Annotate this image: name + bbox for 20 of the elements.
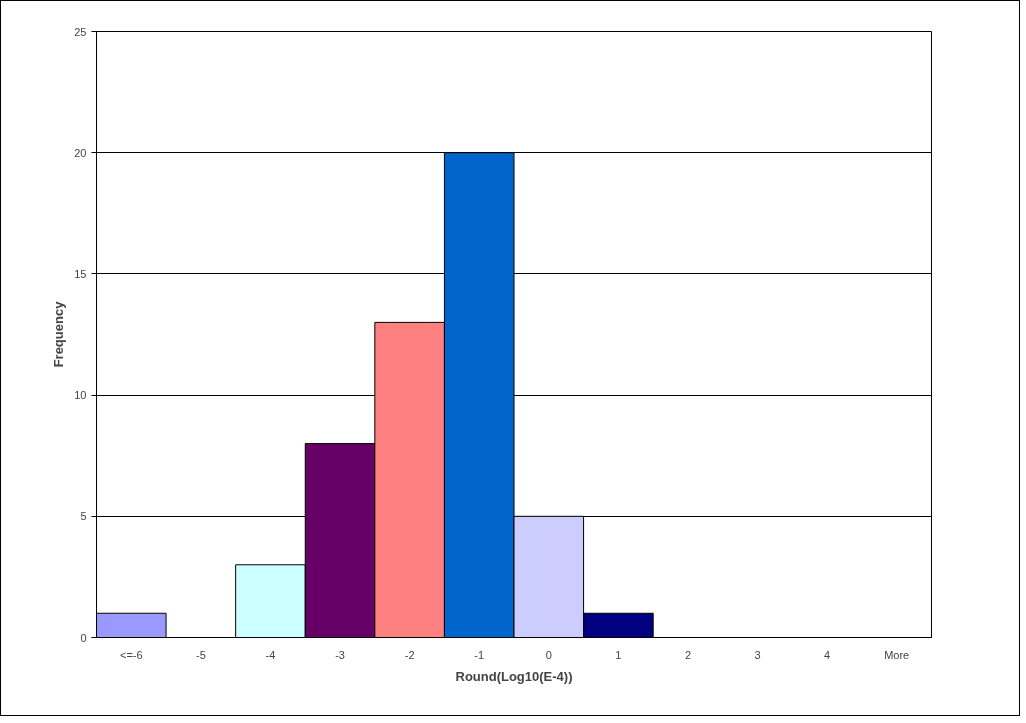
y-axis-title: Frequency xyxy=(51,300,67,368)
x-axis-title: Round(Log10(E-4)) xyxy=(455,668,573,684)
x-tick-label: -5 xyxy=(195,648,206,661)
x-tick-label: 3 xyxy=(754,648,761,661)
y-tick-label: 15 xyxy=(74,267,87,280)
y-tick-label: 5 xyxy=(80,510,87,523)
x-tick-label: -1 xyxy=(474,648,485,661)
x-tick-label: -3 xyxy=(335,648,345,661)
y-tick-label: 25 xyxy=(74,25,87,38)
x-tick-label: -4 xyxy=(265,648,276,661)
y-tick-label: 0 xyxy=(80,631,87,644)
x-tick-label: 0 xyxy=(545,648,552,661)
y-tick-label: 10 xyxy=(74,389,87,402)
x-tick-label: 1 xyxy=(615,648,622,661)
y-tick-label: 20 xyxy=(74,146,87,159)
x-tick-label: <=-6 xyxy=(119,648,143,661)
x-tick-label: 4 xyxy=(824,648,831,661)
x-tick-label: More xyxy=(884,648,910,661)
x-tick-label: 2 xyxy=(684,648,692,661)
x-tick-label: -2 xyxy=(404,648,415,661)
